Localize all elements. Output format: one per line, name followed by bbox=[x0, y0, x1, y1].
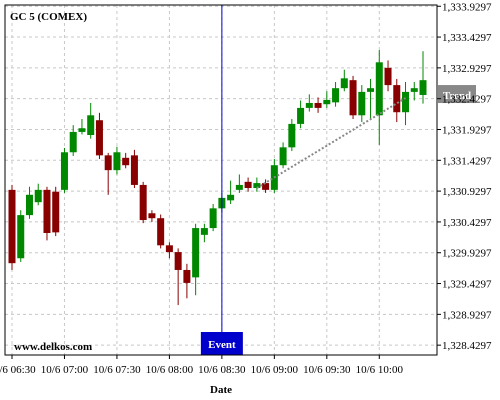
event-label: Event bbox=[208, 339, 236, 351]
candle-body bbox=[122, 157, 130, 166]
candle-body bbox=[17, 215, 25, 259]
candle-body bbox=[262, 183, 270, 190]
candle-body bbox=[87, 115, 95, 136]
candle-body bbox=[279, 147, 287, 166]
candle-body bbox=[60, 152, 68, 190]
y-tick-label: 1,328.4297 bbox=[442, 340, 492, 352]
x-tick-label: 10/6 08:30 bbox=[198, 364, 246, 376]
x-tick-label: 10/6 09:00 bbox=[251, 364, 299, 376]
event-label-box bbox=[200, 332, 243, 355]
y-tick-label: 1,330.9297 bbox=[442, 186, 492, 198]
candle-body bbox=[393, 85, 401, 113]
y-tick-label: 1,333.9297 bbox=[442, 1, 492, 13]
candle-body bbox=[174, 252, 182, 270]
candle-body bbox=[104, 155, 112, 171]
candle-body bbox=[349, 80, 357, 116]
watermark: www.delkos.com bbox=[14, 341, 92, 353]
y-tick-label: 1,328.9297 bbox=[442, 309, 492, 321]
y-tick-label: 1,329.9297 bbox=[442, 248, 492, 260]
candle-body bbox=[43, 189, 51, 233]
y-tick-label: 1,332.4297 bbox=[442, 94, 492, 106]
candle-body bbox=[157, 218, 165, 246]
y-tick-label: 1,332.9297 bbox=[442, 63, 492, 75]
candle-body bbox=[384, 67, 392, 86]
y-tick-label: 1,329.4297 bbox=[442, 279, 492, 291]
candle-body bbox=[113, 152, 121, 171]
candle-body bbox=[419, 80, 427, 95]
x-tick-label: 10/6 08:00 bbox=[146, 364, 194, 376]
candle-body bbox=[95, 120, 103, 156]
x-tick-label: 10/6 06:30 bbox=[0, 364, 36, 376]
plot-frame bbox=[4, 4, 438, 356]
y-tick-label: 1,331.9297 bbox=[442, 124, 492, 136]
candle-body bbox=[148, 213, 156, 219]
candle-body bbox=[25, 194, 33, 216]
y-tick-label: 1,330.4297 bbox=[442, 217, 492, 229]
candle-body bbox=[358, 91, 366, 116]
candle-body bbox=[34, 189, 42, 203]
x-tick-label: 10/6 09:30 bbox=[303, 364, 351, 376]
candle-body bbox=[288, 123, 296, 148]
candles bbox=[8, 49, 427, 306]
candle-body bbox=[314, 102, 322, 108]
candle-body bbox=[200, 228, 208, 235]
trend-label-box bbox=[438, 85, 476, 104]
x-tick-label: 10/6 07:30 bbox=[93, 364, 141, 376]
chart-title: GC 5 (COMEX) bbox=[10, 11, 87, 23]
trend-line bbox=[256, 97, 407, 189]
candle-body bbox=[305, 102, 313, 108]
candle-body bbox=[375, 62, 383, 116]
axes: 1,328.4297 1,328.9297 1,329.4297 1,329.9297… bbox=[0, 1, 492, 376]
candle-body bbox=[227, 194, 235, 201]
candle-body bbox=[332, 88, 340, 103]
candle-body bbox=[52, 191, 60, 233]
x-tick-label: 10/6 07:00 bbox=[41, 364, 89, 376]
overlays: Trend Event bbox=[200, 5, 476, 355]
candle-body bbox=[323, 99, 331, 105]
y-tick-label: 1,333.4297 bbox=[442, 32, 492, 44]
candle-body bbox=[367, 88, 375, 92]
candle-body bbox=[165, 245, 173, 253]
candle-body bbox=[69, 131, 77, 153]
candle-body bbox=[209, 208, 217, 229]
candle-body bbox=[253, 183, 261, 189]
candle-body bbox=[235, 184, 243, 190]
candle-body bbox=[139, 184, 147, 221]
candle-body bbox=[130, 155, 138, 185]
candle-body bbox=[297, 107, 305, 124]
candle-body bbox=[244, 181, 252, 189]
x-tick-label: 10/6 10:00 bbox=[356, 364, 404, 376]
candle-body bbox=[183, 269, 191, 283]
candle-body bbox=[78, 128, 86, 132]
candle-body bbox=[402, 91, 410, 113]
trend-label: Trend bbox=[443, 90, 471, 102]
candle-body bbox=[410, 88, 418, 92]
candle-body bbox=[192, 228, 200, 278]
candle-body bbox=[340, 78, 348, 89]
x-axis-label: Date bbox=[210, 384, 232, 396]
candle-body bbox=[8, 189, 16, 264]
y-tick-label: 1,331.4297 bbox=[442, 155, 492, 167]
